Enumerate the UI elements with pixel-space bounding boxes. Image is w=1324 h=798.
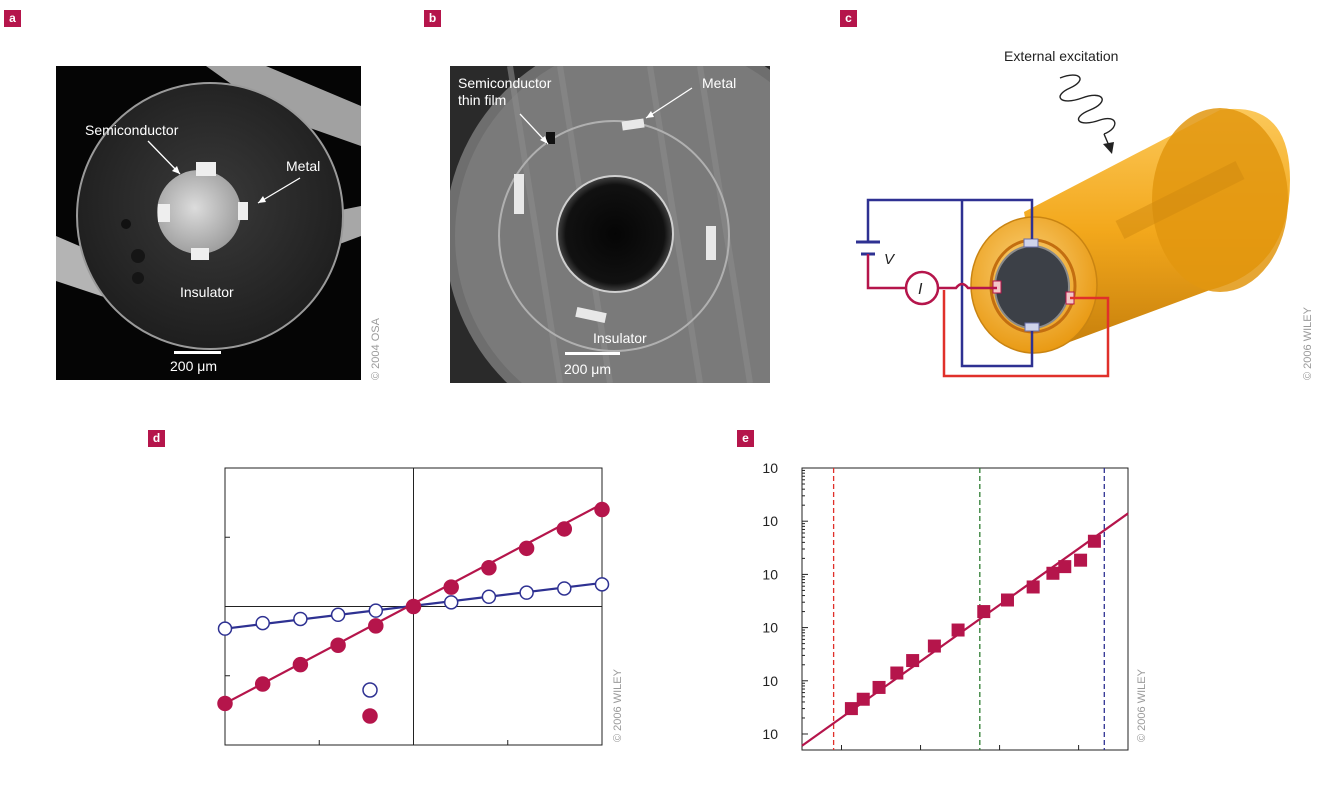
legend-marker-0 [362,682,378,698]
arrhenius-plot: 10 10 10 10 10 10 [762,460,1129,751]
label-semiconductor-b2: thin film [458,92,506,108]
label-metal-a: Metal [286,158,320,174]
device-schematic: External excitation V I [856,48,1290,378]
panel-d-letter: d [148,430,165,447]
panel-c-letter: c [840,10,857,27]
data-point-0 [519,585,534,600]
data-point-e [951,623,965,637]
panel-b-letter: b [424,10,441,27]
fiber-cross-section-b: Semiconductor thin film Metal Insulator … [450,66,770,383]
data-point-1 [330,637,346,654]
y-tick-label-e: 10 [762,726,778,742]
metal-pointer-a [257,177,301,204]
data-point-1 [556,521,573,537]
label-current: I [918,281,923,298]
legend-marker-1 [362,708,378,724]
wire-current-right [938,282,997,290]
data-point-1 [254,676,271,692]
scale-bar-b [565,352,620,355]
data-point-e [1058,560,1072,574]
plot-frame-e [801,467,1129,751]
excitation-arrow [1103,142,1114,154]
data-point-0 [481,589,497,605]
label-excitation: External excitation [1004,48,1118,64]
y-tick-label-e: 10 [762,460,778,476]
credit-a: © 2004 OSA [370,318,382,380]
data-point-1 [594,501,610,518]
data-point-e [1026,580,1040,594]
data-point-0 [368,603,384,618]
fiber-cross-section-a: Semiconductor Metal Insulator 200 μm [56,66,361,374]
scale-label-a: 200 μm [170,358,217,374]
label-insulator-a: Insulator [180,284,234,300]
data-point-e [844,702,858,716]
data-point-e [872,680,886,694]
wire-current-left [866,254,906,290]
data-point-1 [368,618,384,634]
sem-image-a: Semiconductor Metal Insulator 200 μm [56,66,361,380]
data-point-0 [255,615,270,631]
iv-plot [217,467,610,746]
scale-label-b: 200 μm [564,361,611,377]
data-point-e [906,654,920,668]
data-point-0 [330,607,346,623]
y-tick-label-e: 10 [762,620,778,636]
wire-voltage-top [866,198,1034,242]
data-point-0 [443,595,459,610]
wire-current-return [942,290,1110,378]
credit-e: © 2006 WILEY [1136,669,1148,742]
y-tick-label-e: 10 [762,673,778,689]
credit-d: © 2006 WILEY [612,669,624,742]
data-point-e [1046,566,1060,580]
data-point-e [927,639,941,653]
panel-e-letter: e [737,430,754,447]
data-point-0 [217,621,233,636]
data-point-0 [594,577,610,592]
data-point-e [856,692,870,706]
excitation-wave [1059,74,1116,135]
credit-c: © 2006 WILEY [1302,307,1314,380]
label-insulator-b: Insulator [593,330,647,346]
scale-bar-a [174,351,221,354]
y-tick-label-e: 10 [762,566,778,582]
label-semiconductor-a: Semiconductor [85,122,179,138]
label-voltage: V [884,251,896,268]
data-point-1 [443,579,459,595]
label-semiconductor-b1: Semiconductor [458,75,552,91]
label-metal-b: Metal [702,75,736,91]
data-point-1 [217,695,233,712]
panel-a-letter: a [4,10,21,27]
data-point-e [1087,534,1101,548]
data-point-0 [293,611,308,627]
data-point-1 [405,598,422,615]
data-point-e [977,605,991,619]
data-point-e [890,666,904,680]
y-tick-label-e: 10 [762,513,778,529]
data-point-e [1074,553,1088,567]
data-point-1 [518,540,535,557]
data-point-e [1000,593,1014,607]
data-point-1 [292,656,309,673]
sem-image-b: Semiconductor thin film Metal Insulator … [450,66,770,383]
fiber-core [994,245,1070,329]
metal-pointer-b [645,87,693,119]
data-point-0 [557,581,572,596]
data-point-1 [481,559,497,576]
